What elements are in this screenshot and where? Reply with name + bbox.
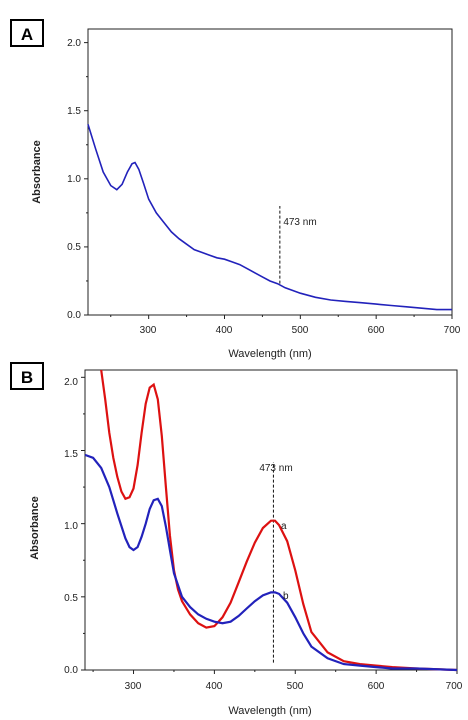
panel-a-y-tick-label: 0.0	[67, 310, 81, 321]
panel-a-plot-frame	[87, 28, 453, 316]
panel-b-curve-b	[84, 453, 458, 672]
panel-b-y-tick-label: 1.0	[64, 521, 78, 532]
panel-b-y-tick-label: 0.5	[64, 593, 78, 604]
panel-b-y-ticks	[81, 376, 85, 671]
panel-b-plot-frame	[84, 369, 458, 671]
panel-a-y-tick-label: 0.5	[67, 242, 81, 253]
panel-a-letter: A	[21, 25, 33, 44]
panel-b-letter-box	[10, 362, 44, 390]
panel-b-x-tick-label: 700	[446, 681, 463, 692]
panel-a-473nm-label: 473 nm	[283, 217, 316, 228]
panel-b: B 300 400 500 600 700 0.0 0.5 1.0 1.5 2.…	[10, 362, 463, 717]
panel-b-x-tick-label: 400	[206, 681, 223, 692]
panel-b-x-tick-label: 600	[368, 681, 385, 692]
panel-a-y-tick-label: 2.0	[67, 38, 81, 49]
panel-b-y-tick-label: 2.0	[64, 377, 78, 388]
panel-a-x-tick-label: 400	[216, 325, 233, 336]
panel-b-y-tick-label: 0.0	[64, 665, 78, 676]
panel-b-x-tick-label: 500	[287, 681, 304, 692]
panel-a-x-tick-label: 300	[140, 325, 157, 336]
panel-a-x-axis-title: Wavelength (nm)	[228, 348, 311, 360]
panel-a-x-tick-label: 500	[292, 325, 309, 336]
panel-a: A 300 400 500 600 700 0.0 0.5 1.0 1.5 2.…	[10, 19, 461, 360]
panel-a-letter-box	[10, 19, 44, 47]
panel-a-absorbance-curve	[87, 124, 452, 311]
panel-b-x-ticks	[92, 670, 458, 674]
panel-a-y-tick-label: 1.0	[67, 174, 81, 185]
panel-a-x-ticks	[110, 315, 453, 319]
panel-b-curve-a	[100, 369, 458, 672]
panel-a-y-axis-title: Absorbance	[31, 140, 43, 204]
panel-a-y-ticks	[84, 42, 88, 316]
panel-b-473nm-label: 473 nm	[259, 463, 292, 474]
panel-b-letter: B	[21, 368, 33, 387]
panel-b-curve-b-label: b	[283, 591, 289, 602]
panel-a-y-tick-label: 1.5	[67, 106, 81, 117]
panel-b-y-axis-title: Absorbance	[29, 496, 41, 560]
panel-b-y-tick-label: 1.5	[64, 449, 78, 460]
panel-b-x-tick-label: 300	[125, 681, 142, 692]
panel-a-x-tick-label: 600	[368, 325, 385, 336]
panel-b-x-axis-title: Wavelength (nm)	[228, 705, 311, 717]
panel-a-x-tick-label: 700	[444, 325, 461, 336]
panel-b-curve-a-label: a	[281, 521, 287, 532]
